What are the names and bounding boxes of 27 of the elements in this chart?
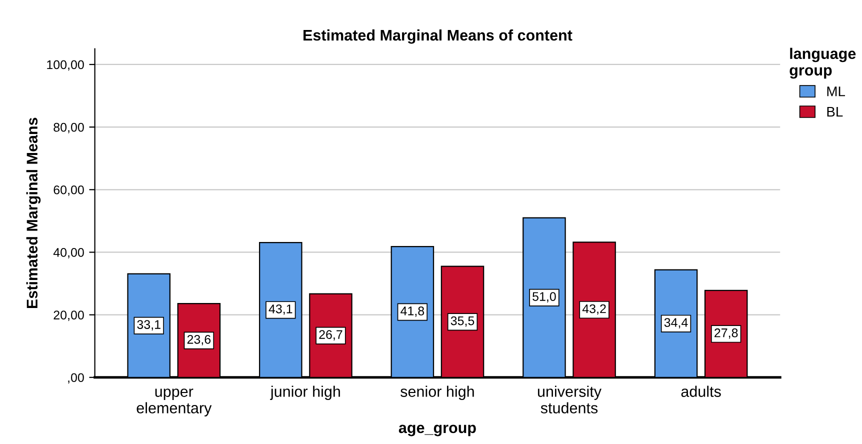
data-label: 43,2 — [582, 304, 606, 315]
legend-title: language group — [790, 48, 856, 79]
y-tick-label: 80,00 — [54, 122, 84, 134]
data-label: 34,4 — [664, 318, 688, 328]
y-tick-label: 20,00 — [54, 310, 84, 321]
data-label: 35,5 — [450, 316, 474, 327]
x-tick-label: adults — [681, 386, 721, 397]
y-tick-label: ,00 — [68, 373, 84, 384]
data-label: 43,1 — [268, 304, 292, 315]
x-tick-label: university students — [538, 386, 602, 414]
y-tick-label: 60,00 — [54, 185, 84, 196]
y-axis-title: Estimated Marginal Means — [26, 118, 41, 308]
x-tick-label: upper elementary — [136, 388, 212, 416]
x-axis-title: age_group — [398, 424, 476, 436]
data-label: 33,1 — [137, 320, 160, 330]
data-label: 41,8 — [400, 306, 424, 317]
data-label: 23,6 — [187, 334, 211, 346]
data-label: 26,7 — [319, 330, 342, 340]
chart-title: Estimated Marginal Means of content — [304, 29, 572, 44]
legend-label: BL — [827, 106, 843, 117]
x-tick-label: junior high — [270, 386, 340, 400]
data-label: 51,0 — [532, 292, 556, 302]
y-tick-label: 40,00 — [53, 248, 84, 258]
x-tick-label: senior high — [400, 386, 474, 400]
y-tick-label: 100,00 — [47, 60, 84, 71]
legend-label: ML — [827, 86, 845, 96]
data-label: 27,8 — [714, 328, 738, 339]
